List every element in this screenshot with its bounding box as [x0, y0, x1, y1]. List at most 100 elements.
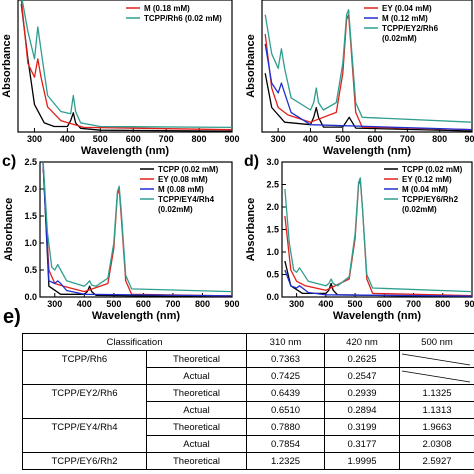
table-header: Classification	[22, 333, 247, 351]
legend-concentration: (0.02mM)	[402, 205, 437, 214]
table-header: 500 nm	[399, 333, 474, 351]
table-cell: Actual	[146, 401, 247, 419]
legend-label: M (0.12 mM)	[382, 14, 428, 23]
table-cell: TCPP/EY4/Rh4	[22, 418, 147, 436]
series-line-0	[264, 73, 472, 132]
table-header: 420 nm	[324, 333, 400, 351]
legend-label: TCPP/Rh6 (0.02 mM)	[144, 14, 222, 23]
table-cell	[22, 401, 147, 419]
table-cell: 2.5927	[399, 452, 474, 470]
table-cell: 0.3199	[324, 418, 400, 436]
y-tick-label: 0.0	[24, 292, 37, 302]
x-tick-label: 700	[159, 134, 174, 144]
x-axis-title: Wavelength (nm)	[92, 310, 181, 322]
plot-frame	[39, 161, 233, 298]
table-header-row: Classification 310 nm 420 nm 500 nm	[22, 333, 474, 351]
y-tick-label: 0.5	[266, 270, 279, 280]
panel-label: c)	[2, 153, 16, 170]
x-tick-label: 300	[289, 299, 304, 309]
y-tick-label: 1.5	[266, 225, 279, 235]
series-line-2	[264, 43, 472, 131]
table-row: Actual 0.7425 0.2547	[22, 367, 474, 385]
y-tick-label: 0.5	[24, 265, 37, 275]
x-tick-label: 900	[464, 299, 474, 309]
y-axis-title: Absorbance	[3, 198, 15, 262]
y-axis-title: Absorbance	[245, 198, 257, 262]
x-axis-title: Wavelength (nm)	[333, 310, 422, 322]
x-tick-label: 400	[318, 299, 333, 309]
table-row: TCPP/Rh6 Theoretical 0.7363 0.2625	[22, 350, 474, 368]
series-line-2	[284, 269, 472, 297]
x-axis-title: Wavelength (nm)	[81, 145, 170, 157]
table-cell: 0.2894	[324, 401, 400, 419]
x-tick-label: 700	[165, 299, 180, 309]
y-tick-label: 3.0	[266, 157, 279, 167]
series-line-1	[20, 0, 232, 131]
table-cell: 0.2625	[324, 350, 400, 368]
x-tick-label: 800	[192, 134, 207, 144]
y-tick-label: 2.0	[24, 184, 37, 194]
legend-label: EY (0.08 mM)	[158, 175, 208, 184]
table-cell: 0.7854	[246, 435, 325, 453]
legend-label: TCPP/EY2/Rh6	[382, 24, 439, 33]
table-cell: 0.7425	[246, 367, 325, 385]
series-line-0	[284, 260, 472, 297]
x-tick-label: 500	[93, 134, 108, 144]
table-cell: 1.2325	[246, 452, 325, 470]
x-tick-label: 300	[271, 134, 286, 144]
table-cell: Actual	[146, 367, 247, 385]
x-tick-label: 800	[195, 299, 210, 309]
x-tick-label: 500	[106, 299, 121, 309]
plot-frame	[17, 0, 233, 133]
table-cell: 1.9663	[399, 418, 474, 436]
series-line-2	[42, 162, 232, 297]
x-tick-label: 800	[432, 134, 447, 144]
table-row: TCPP/EY2/Rh6 Theoretical 0.6439 0.2939 1…	[22, 384, 474, 402]
series-line-3	[284, 177, 472, 293]
series-line-1	[264, 13, 472, 131]
legend-label: EY (0.12 mM)	[402, 175, 452, 184]
panel-label-e: e)	[3, 306, 21, 328]
legend-concentration: (0.02mM)	[158, 205, 193, 214]
table-cell	[22, 435, 147, 453]
legend-concentration: (0.02mM)	[382, 34, 417, 43]
table-cell: Theoretical	[146, 452, 247, 470]
x-tick-label: 400	[303, 134, 318, 144]
x-tick-label: 500	[335, 134, 350, 144]
table-cell: 0.2939	[324, 384, 400, 402]
table-cell-na	[399, 367, 474, 385]
x-tick-label: 400	[60, 134, 75, 144]
y-tick-label: 1.0	[24, 238, 37, 248]
y-tick-label: 2.5	[24, 157, 37, 167]
x-tick-label: 500	[348, 299, 363, 309]
table-cell: 2.0308	[399, 435, 474, 453]
table-cell: TCPP/EY6/Rh2	[22, 452, 147, 470]
table-cell: 1.9995	[324, 452, 400, 470]
y-axis-title: Absorbance	[1, 34, 13, 98]
x-axis-title: Wavelength (nm)	[323, 145, 412, 157]
table-row: TCPP/EY6/Rh2 Theoretical 1.2325 1.9995 2…	[22, 452, 474, 470]
table-cell: 0.6439	[246, 384, 325, 402]
table-cell: 0.6510	[246, 401, 325, 419]
y-tick-label: 2.5	[266, 180, 279, 190]
table-row: TCPP/EY4/Rh4 Theoretical 0.7880 0.3199 1…	[22, 418, 474, 436]
x-tick-label: 900	[464, 134, 474, 144]
legend-label: M (0.04 mM)	[402, 185, 448, 194]
x-tick-label: 600	[377, 299, 392, 309]
table-cell: Theoretical	[146, 350, 247, 368]
series-line-2	[21, 0, 232, 129]
panel-label: d)	[244, 153, 259, 170]
x-tick-label: 300	[27, 134, 42, 144]
table-row: Actual 0.6510 0.2894 1.1313	[22, 401, 474, 419]
x-tick-label: 600	[136, 299, 151, 309]
table-cell: 1.1325	[399, 384, 474, 402]
legend-label: TCPP (0.02 mM)	[402, 165, 463, 174]
table-cell: 0.2547	[324, 367, 400, 385]
x-tick-label: 700	[406, 299, 421, 309]
y-tick-label: 1.5	[24, 211, 37, 221]
table-header: 310 nm	[246, 333, 325, 351]
legend-label: TCPP/EY4/Rh4	[158, 195, 215, 204]
legend-label: M (0.08 mM)	[158, 185, 204, 194]
y-tick-label: 1.0	[266, 247, 279, 257]
